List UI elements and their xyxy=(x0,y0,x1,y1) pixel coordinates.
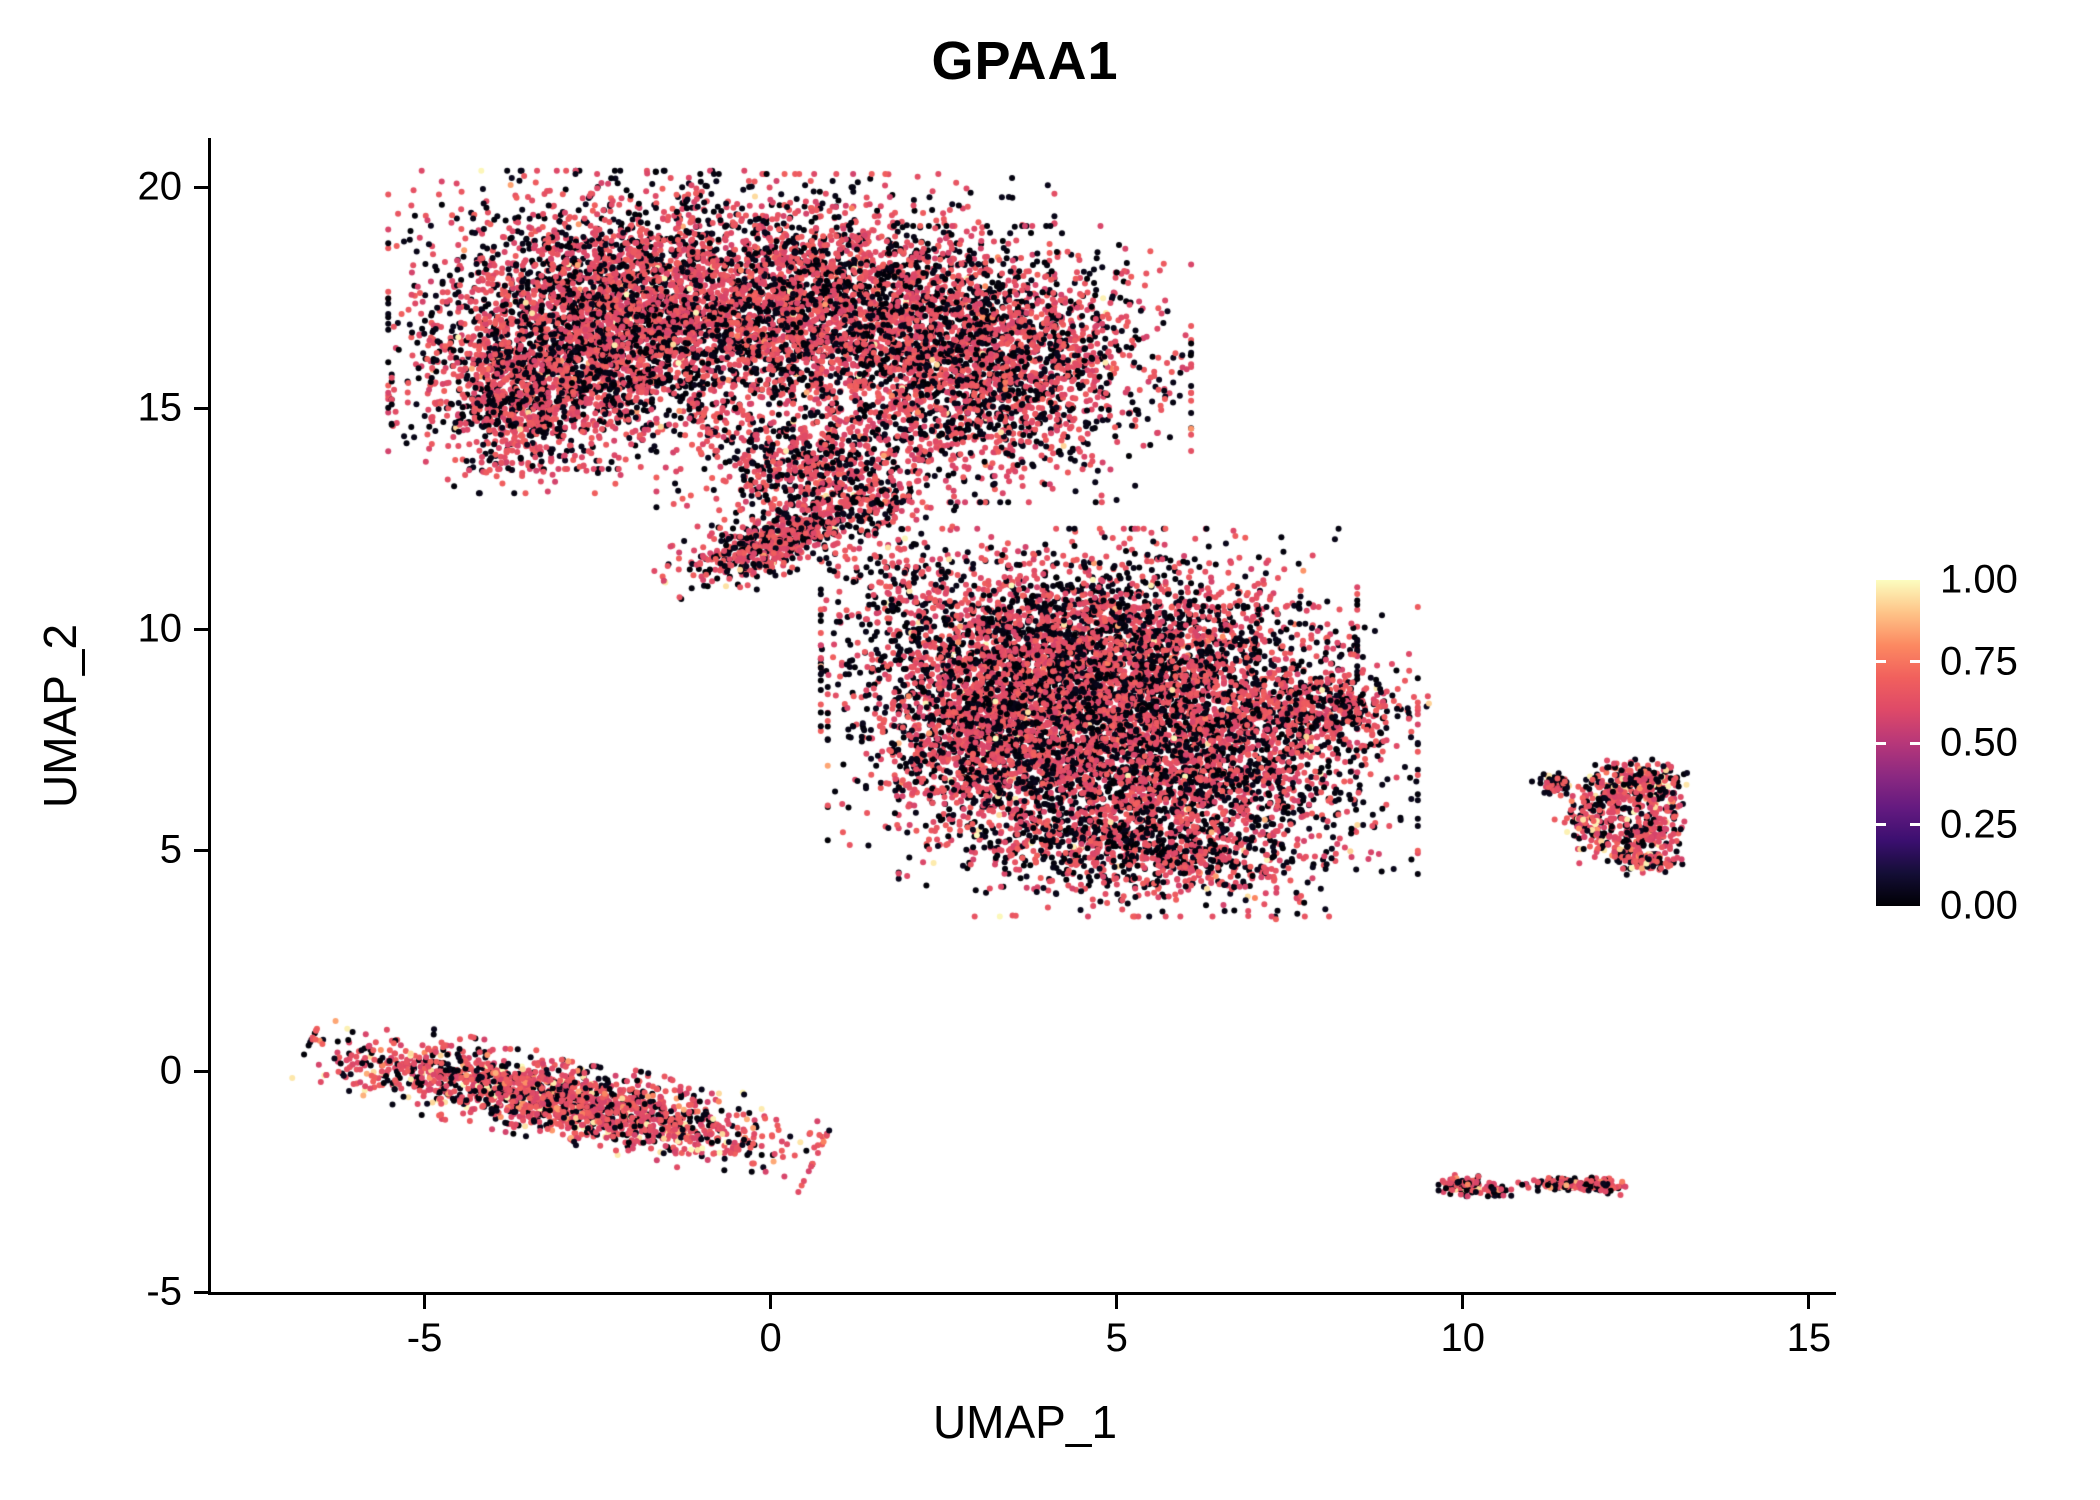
x-axis-title: UMAP_1 xyxy=(932,1396,1118,1448)
y-tick-label: 20 xyxy=(137,164,183,209)
x-tick-mark xyxy=(1807,1295,1811,1309)
x-tick-label: 5 xyxy=(1105,1316,1128,1360)
y-tick-mark xyxy=(194,406,208,410)
colorbar-tick-label: 0.25 xyxy=(1940,802,2018,846)
x-tick-label: 15 xyxy=(1786,1316,1832,1360)
y-tick-label: 10 xyxy=(137,606,183,651)
y-tick-mark xyxy=(194,627,208,631)
y-tick-mark xyxy=(194,848,208,852)
colorbar-tick-mark xyxy=(1876,823,1886,826)
x-tick-label: -5 xyxy=(406,1316,443,1360)
x-tick-mark xyxy=(1115,1295,1119,1309)
x-tick-mark xyxy=(423,1295,427,1309)
y-tick-label: 0 xyxy=(159,1048,182,1093)
y-tick-mark xyxy=(194,1290,208,1294)
x-axis-line xyxy=(208,1292,1836,1295)
colorbar-tick-mark xyxy=(1910,660,1920,663)
colorbar-tick-mark xyxy=(1876,660,1886,663)
x-tick-mark xyxy=(769,1295,773,1309)
y-tick-label: -5 xyxy=(146,1269,182,1314)
colorbar-tick-mark xyxy=(1876,741,1886,745)
colorbar-tick-mark xyxy=(1910,823,1920,826)
y-tick-mark xyxy=(194,185,208,189)
x-tick-mark xyxy=(1461,1295,1465,1309)
x-tick-label: 0 xyxy=(759,1316,782,1360)
y-axis-line xyxy=(208,138,211,1295)
y-tick-label: 5 xyxy=(159,827,182,872)
colorbar-tick-label: 0.75 xyxy=(1940,639,2018,683)
x-tick-label: 10 xyxy=(1440,1316,1486,1360)
colorbar-tick-mark xyxy=(1910,741,1920,745)
colorbar-tick-label: 1.00 xyxy=(1940,557,2018,602)
colorbar-tick-label: 0.00 xyxy=(1940,883,2018,928)
y-tick-mark xyxy=(194,1069,208,1073)
y-axis-title: UMAP_2 xyxy=(34,623,86,809)
colorbar-tick-label: 0.50 xyxy=(1940,720,2018,765)
y-tick-label: 15 xyxy=(137,385,183,430)
